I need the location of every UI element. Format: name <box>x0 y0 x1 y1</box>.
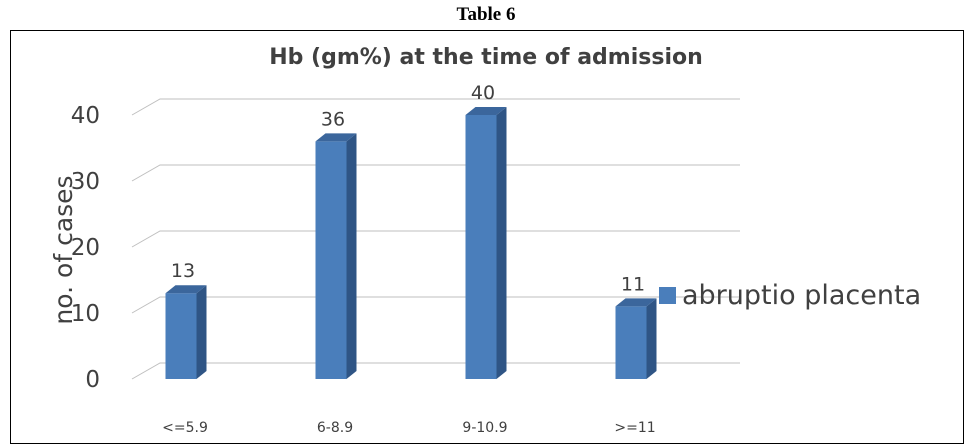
y-tick-labels: 0 10 20 30 40 <box>71 103 100 393</box>
bar-top <box>465 107 507 115</box>
bar-side <box>196 285 207 379</box>
legend-label: abruptio placenta <box>682 280 921 311</box>
bar-top <box>165 285 207 294</box>
y-tick-label: 20 <box>71 235 100 261</box>
category-label: 9-10.9 <box>462 420 507 436</box>
gridline <box>131 230 740 248</box>
gridline <box>131 362 740 380</box>
data-label: 13 <box>171 260 195 282</box>
bar <box>615 306 647 379</box>
bar-top <box>615 298 657 307</box>
category-label: >=11 <box>614 420 655 436</box>
data-label: 40 <box>471 82 495 104</box>
bar <box>315 141 347 379</box>
chart-title: Hb (gm%) at the time of admission <box>269 45 703 70</box>
chart-frame <box>10 30 964 444</box>
category-labels: <=5.9 6-8.9 9-10.9 >=11 <box>162 420 656 436</box>
y-tick-label: 10 <box>71 301 100 327</box>
data-labels: 13 36 40 11 <box>171 82 645 295</box>
gridline <box>131 98 740 116</box>
category-label: 6-8.9 <box>317 420 353 436</box>
legend-swatch <box>659 287 676 304</box>
bar-side <box>496 107 507 379</box>
table-caption: Table 6 <box>456 4 516 25</box>
y-tick-label: 40 <box>71 103 100 129</box>
y-tick-label: 30 <box>71 169 100 195</box>
legend: abruptio placenta <box>659 280 921 311</box>
bar <box>465 115 497 379</box>
bar-side <box>646 298 657 379</box>
bars <box>165 107 657 379</box>
y-tick-label: 0 <box>85 367 100 393</box>
gridline <box>131 164 740 182</box>
y-axis-title: no. of cases <box>49 175 78 324</box>
bar-side <box>346 133 357 379</box>
bar-top <box>315 133 357 142</box>
data-label: 36 <box>321 108 345 130</box>
gridline <box>131 296 740 314</box>
data-label: 11 <box>621 273 645 295</box>
bar <box>165 293 197 379</box>
category-label: <=5.9 <box>162 420 208 436</box>
gridlines <box>131 98 740 380</box>
